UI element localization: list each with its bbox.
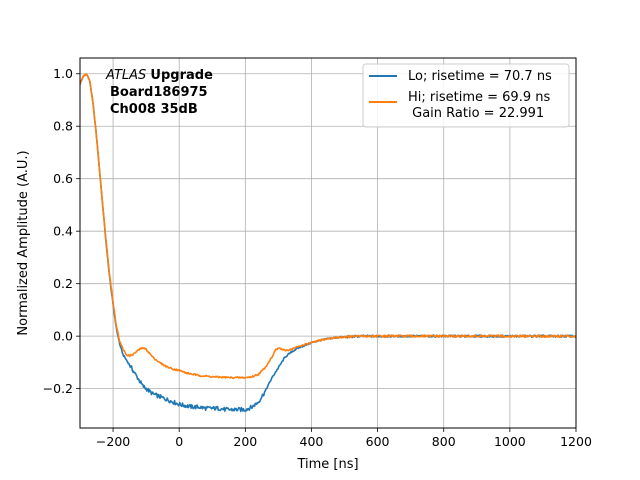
x-axis-label: Time [ns] [296,457,358,472]
y-tick-label: 0.8 [53,119,73,134]
legend-label-hi-line: Hi; risetime = 69.9 ns [408,90,550,105]
annotation-channel: Ch008 35dB [110,102,198,117]
y-tick-label: 0.4 [53,224,73,239]
annotation-line1: ATLAS Upgrade [105,68,213,83]
legend-label-hi-line: Gain Ratio = 22.991 [408,106,544,121]
legend: Lo; risetime = 70.7 ns Hi; risetime = 69… [362,63,570,128]
atlas-annotation: ATLAS Upgrade Board186975 Ch008 35dB [105,68,213,117]
x-tick-label: 1200 [560,434,592,449]
plot-frame [79,57,577,429]
legend-frame [362,63,570,128]
y-tick-label: 0.6 [53,171,73,186]
x-tick-label: 800 [432,434,456,449]
x-tick-label: 600 [366,434,390,449]
annotation-board: Board186975 [110,85,208,100]
ticks: −200 0 200 400 600 800 1000 1200 −0.2 0.0 0.2 0.4 0.… [43,66,592,449]
x-tick-label: 400 [300,434,324,449]
annotation-atlas: ATLAS [105,68,146,83]
x-tick-label: 200 [233,434,257,449]
y-tick-label: 0.2 [53,276,73,291]
legend-label-hi: Hi; risetime = 69.9 ns Gain Ratio = 22.9… [408,90,550,121]
y-axis-label: Normalized Amplitude (A.U.) [16,150,31,335]
series-line-hi [80,73,576,380]
legend-label-lo: Lo; risetime = 70.7 ns [408,69,552,84]
x-tick-label: −200 [96,434,130,449]
annotation-upgrade: Upgrade [150,68,213,83]
series-layer [80,73,576,413]
x-tick-label: 0 [175,434,183,449]
y-tick-label: 0.0 [53,329,73,344]
x-tick-label: 1000 [494,434,526,449]
y-tick-label: 1.0 [53,66,73,81]
y-tick-label: −0.2 [43,381,73,396]
